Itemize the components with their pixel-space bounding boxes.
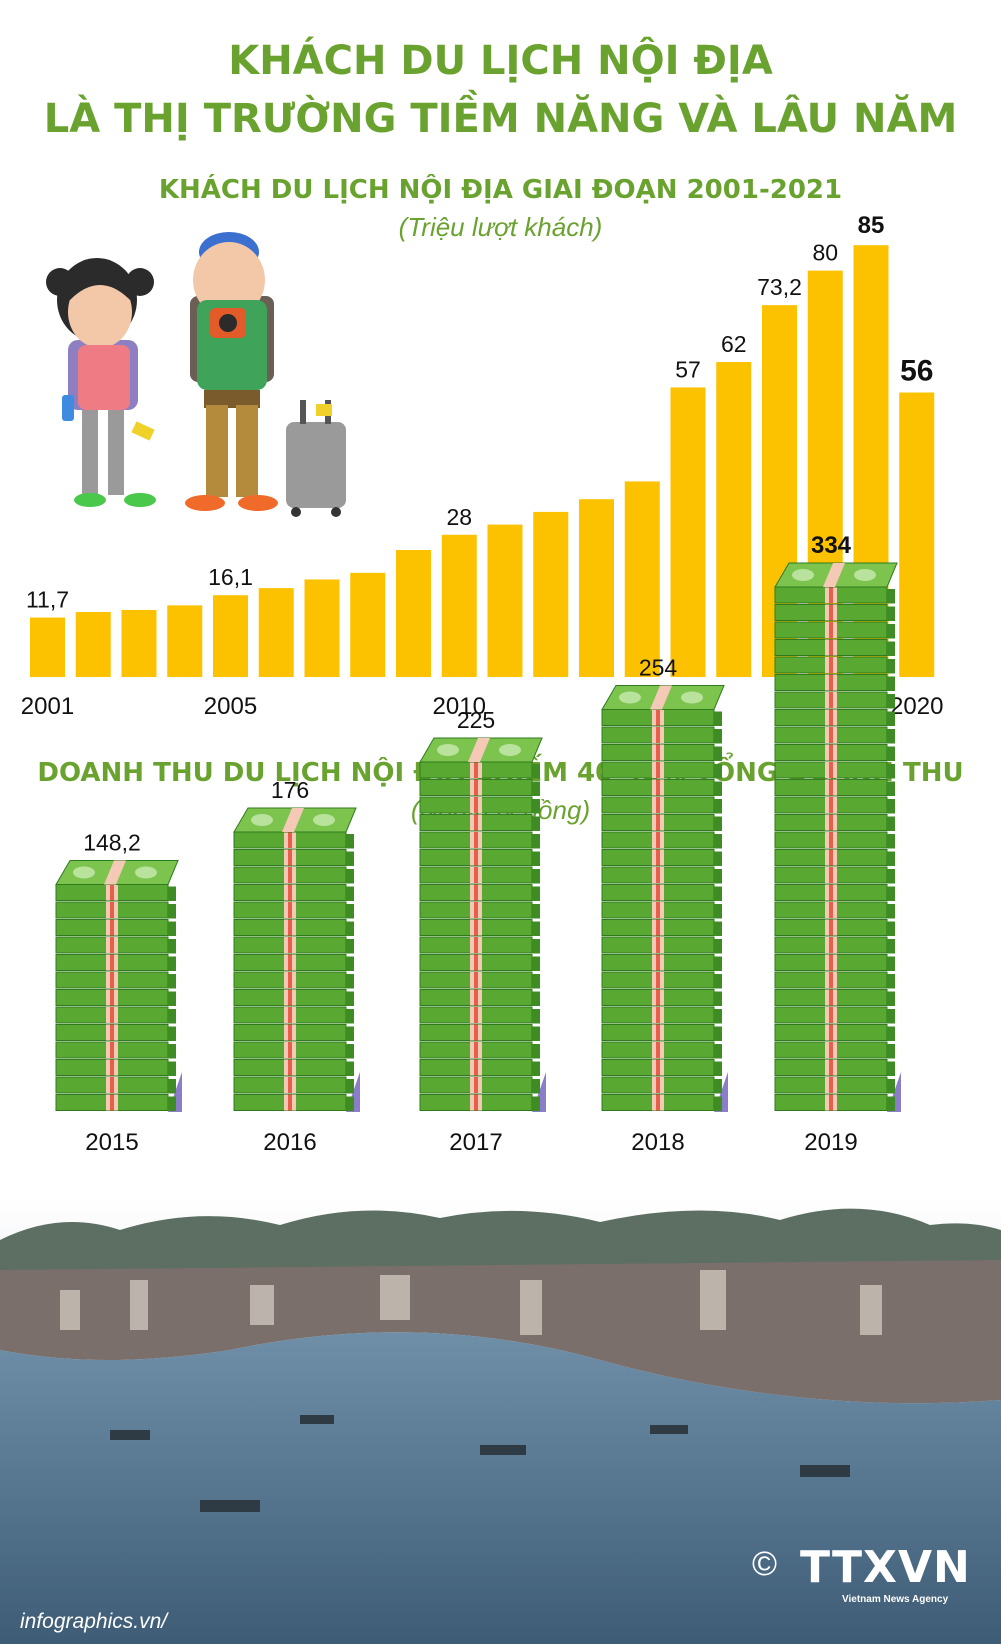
page-title-line1: KHÁCH DU LỊCH NỘI ĐỊA <box>228 38 773 84</box>
money-stack-2019 <box>774 562 901 1112</box>
revenue-x-tick-label: 2017 <box>449 1129 502 1156</box>
revenue-data-label: 334 <box>811 532 852 559</box>
visitors-bar-2002 <box>75 611 111 677</box>
visitors-bar-2004 <box>167 605 203 677</box>
visitors-x-tick-label: 2005 <box>204 693 257 720</box>
visitors-data-label: 16,1 <box>208 564 253 590</box>
visitors-bar-2008 <box>350 572 386 677</box>
visitors-data-label: 28 <box>446 504 472 530</box>
revenue-x-tick-label: 2015 <box>85 1129 138 1156</box>
revenue-money-chart: 148,2 2015 176 2016 225 2017 254 2018 334 2019 <box>55 532 901 1156</box>
visitors-bar-2012 <box>533 511 569 677</box>
visitors-x-tick-label: 2010 <box>433 693 486 720</box>
visitors-x-tick-label: 2020 <box>890 693 943 720</box>
visitors-bar-2010 <box>441 534 477 677</box>
money-stack-2017 <box>419 737 546 1112</box>
girl-traveler-illustration <box>46 258 156 507</box>
revenue-data-label: 254 <box>639 655 678 681</box>
visitors-bar-2014 <box>624 481 660 677</box>
ttxvn-logo: TTXVN <box>800 1542 971 1593</box>
visitors-bar-2011 <box>487 524 523 677</box>
visitors-chart-unit: (Triệu lượt khách) <box>398 212 603 242</box>
source-url: infographics.vn/ <box>20 1610 168 1633</box>
visitors-bar-2020 <box>899 392 935 677</box>
visitors-data-label: 62 <box>721 331 747 357</box>
visitors-data-label: 56 <box>900 355 933 388</box>
visitors-data-label: 73,2 <box>757 274 802 300</box>
visitors-bar-2005 <box>213 595 248 677</box>
money-stack-2018 <box>601 685 728 1112</box>
page-title-line2: LÀ THỊ TRƯỜNG TIỀM NĂNG VÀ LÂU NĂM <box>43 96 958 142</box>
visitors-bar-2013 <box>579 499 614 677</box>
visitors-bar-2009 <box>396 550 431 677</box>
visitors-data-label: 85 <box>858 212 885 239</box>
visitors-data-label: 80 <box>812 240 838 266</box>
visitors-bar-2007 <box>304 579 340 677</box>
halong-city-photo <box>0 1200 1001 1644</box>
visitors-x-tick-label: 2001 <box>21 693 74 720</box>
ttxvn-logo-subtitle: Vietnam News Agency <box>842 1594 949 1605</box>
revenue-data-label: 176 <box>271 777 309 803</box>
revenue-data-label: 148,2 <box>83 830 141 856</box>
visitors-data-label: 11,7 <box>26 587 69 613</box>
money-stack-2015 <box>55 860 182 1112</box>
visitors-chart-title: KHÁCH DU LỊCH NỘI ĐỊA GIAI ĐOẠN 2001-202… <box>158 175 843 205</box>
money-stack-2016 <box>233 807 360 1112</box>
visitors-bar-2003 <box>121 609 157 677</box>
revenue-x-tick-label: 2019 <box>804 1129 857 1156</box>
visitors-data-label: 57 <box>675 356 701 382</box>
revenue-data-label: 225 <box>457 707 495 733</box>
revenue-x-tick-label: 2016 <box>263 1129 316 1156</box>
man-traveler-illustration <box>185 232 346 517</box>
visitors-bar-2006 <box>258 588 294 677</box>
copyright-symbol: © <box>752 1545 778 1583</box>
visitors-bar-2001 <box>30 617 65 677</box>
visitors-bar-2016 <box>716 362 752 677</box>
visitors-bar-2015 <box>670 387 706 677</box>
revenue-x-tick-label: 2018 <box>631 1129 684 1156</box>
